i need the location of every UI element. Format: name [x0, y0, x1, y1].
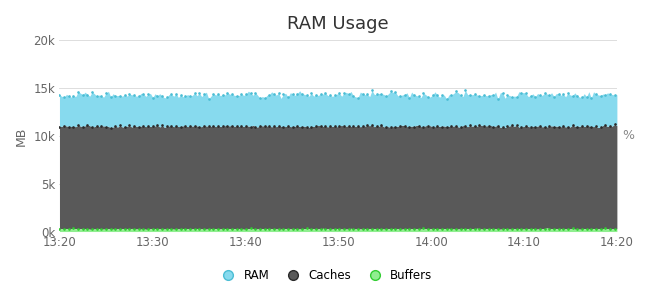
- Title: RAM Usage: RAM Usage: [288, 15, 389, 33]
- Legend: RAM, Caches, Buffers: RAM, Caches, Buffers: [212, 265, 437, 287]
- Y-axis label: %: %: [622, 129, 634, 142]
- Y-axis label: MB: MB: [15, 126, 28, 146]
